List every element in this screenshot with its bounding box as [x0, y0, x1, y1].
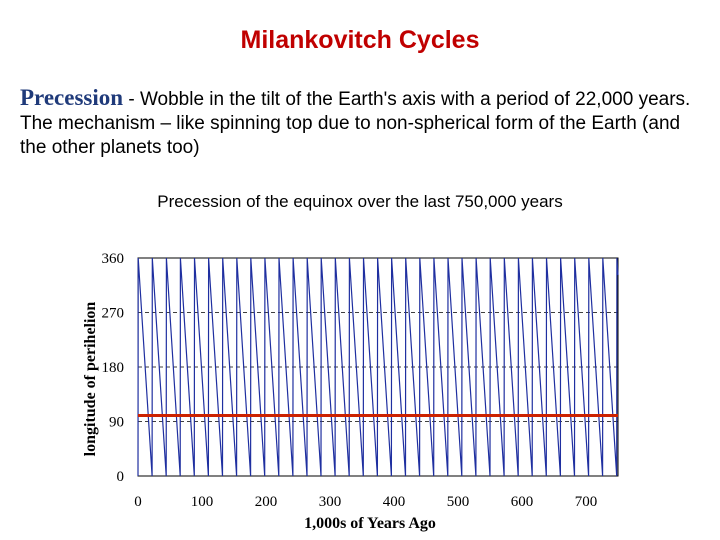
x-axis-label: 1,000s of Years Ago [304, 515, 436, 532]
x-tick-label: 100 [191, 494, 214, 510]
y-tick-label: 270 [102, 306, 125, 322]
y-axis-ticks: 0 90 180 270 360 [102, 251, 125, 485]
x-tick-label: 0 [134, 494, 142, 510]
y-tick-label: 180 [102, 360, 125, 376]
y-axis-label: longitude of perihelion [82, 302, 99, 457]
slide-title: Milankovitch Cycles [240, 26, 480, 54]
x-tick-label: 600 [511, 494, 534, 510]
x-tick-label: 400 [383, 494, 406, 510]
y-tick-label: 360 [102, 251, 125, 267]
precession-term: Precession [20, 85, 124, 110]
y-tick-label: 90 [109, 415, 124, 431]
description-text: - Wobble in the tilt of the Earth's axis… [20, 89, 691, 158]
x-tick-label: 500 [447, 494, 470, 510]
x-axis-ticks: 0 100 200 300 400 500 600 700 [134, 494, 597, 510]
series-longitude-of-perihelion [137, 257, 619, 477]
x-tick-label: 200 [255, 494, 278, 510]
x-tick-label: 700 [575, 494, 598, 510]
y-tick-label: 0 [117, 469, 125, 485]
chart-title: Precession of the equinox over the last … [157, 192, 563, 211]
x-tick-label: 300 [319, 494, 342, 510]
precession-description: Precession - Wobble in the tilt of the E… [20, 86, 710, 160]
